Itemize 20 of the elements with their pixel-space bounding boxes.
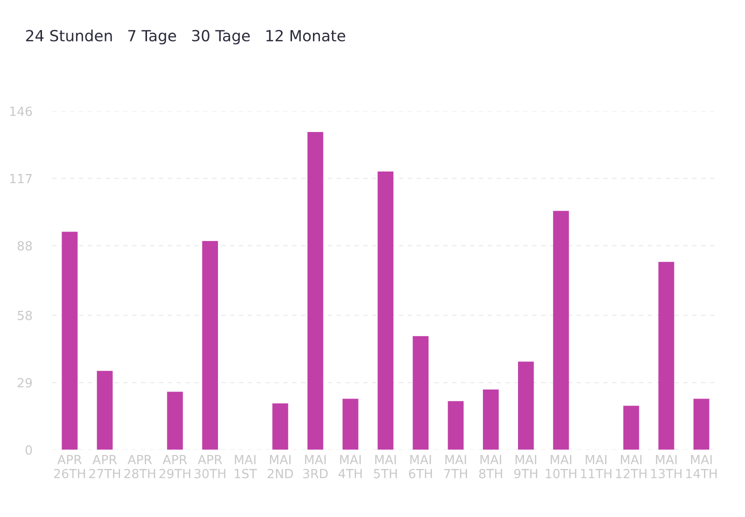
bar xyxy=(378,171,394,450)
bar xyxy=(167,392,183,450)
bar xyxy=(518,362,534,450)
bar xyxy=(272,403,288,450)
bar xyxy=(553,210,569,450)
bar xyxy=(623,406,640,450)
bar xyxy=(412,336,429,450)
text: 24 Stunden xyxy=(26,30,112,42)
bar xyxy=(342,398,358,450)
text: 12 Monate xyxy=(266,30,346,42)
bar xyxy=(307,132,324,450)
text: 7 Tage xyxy=(128,30,176,44)
bar xyxy=(96,370,113,450)
bar xyxy=(693,398,710,450)
bar xyxy=(62,232,78,450)
bar xyxy=(482,389,499,450)
bar xyxy=(448,401,464,450)
bar xyxy=(658,262,674,450)
text: 30 Tage xyxy=(192,30,250,44)
bar xyxy=(202,241,218,450)
